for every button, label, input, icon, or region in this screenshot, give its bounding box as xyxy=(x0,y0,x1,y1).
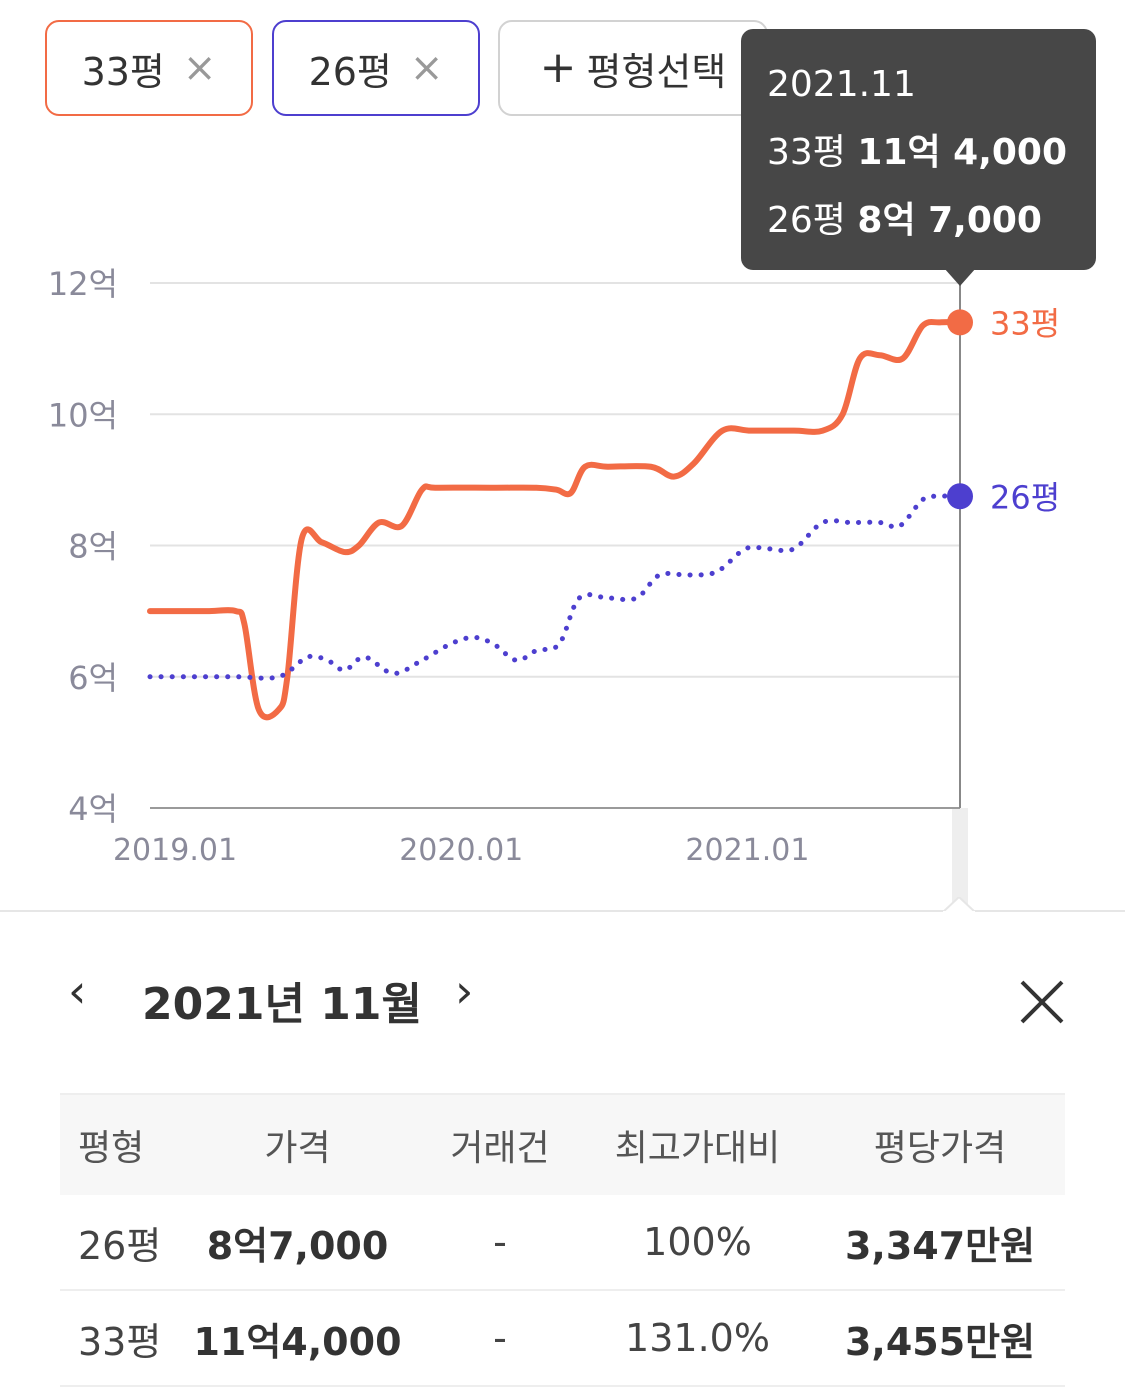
chevron-left-icon[interactable]: ‹ xyxy=(68,964,87,1018)
header-size: 평형 xyxy=(78,1128,145,1169)
tooltip-pointer xyxy=(944,268,976,286)
series-endpoint xyxy=(947,483,973,510)
add-size-button[interactable]: + 평형선택 xyxy=(498,20,768,116)
close-icon[interactable] xyxy=(1016,976,1068,1028)
x-tick-label: 2019.01 xyxy=(113,833,237,868)
filter-chip-label: 33평 xyxy=(81,49,165,94)
tooltip-row-26: 26평 8억 7,000 xyxy=(767,193,1096,261)
cell-deals: - xyxy=(493,1220,507,1264)
section-divider xyxy=(0,910,1125,912)
chart-tooltip: 2021.11 33평 11억 4,000 26평 8억 7,000 xyxy=(741,29,1096,270)
divider-notch xyxy=(943,897,975,913)
cell-per-pyeong: 3,455만원 xyxy=(844,1319,1036,1364)
price-chart[interactable]: 12억 10억 8억 6억 4억 2019.01 2020.01 2021.01 33평 26평 xyxy=(0,240,1125,910)
add-size-label: 평형선택 xyxy=(586,49,727,94)
cell-vs-max: 131.0% xyxy=(625,1316,770,1360)
header-vs-max: 최고가대비 xyxy=(614,1128,781,1169)
series-end-label: 33평 xyxy=(990,304,1060,342)
series-line-26평 xyxy=(147,493,963,681)
close-icon[interactable]: × xyxy=(409,45,444,91)
price-table: 평형 가격 거래건 최고가대비 평당가격 26평 8억7,000 - 100% … xyxy=(60,1093,1065,1387)
y-tick-label: 8억 xyxy=(68,528,118,566)
tooltip-value: 11억 4,000 xyxy=(857,132,1068,173)
month-navigation: ‹ 2021년 11월 › xyxy=(0,960,1125,1050)
table-row: 33평 11억4,000 - 131.0% 3,455만원 xyxy=(60,1291,1065,1387)
cell-size: 33평 xyxy=(78,1319,162,1364)
y-tick-label: 10억 xyxy=(48,396,118,434)
header-price: 가격 xyxy=(264,1128,331,1169)
series-end-label: 26평 xyxy=(990,478,1060,516)
header-per-pyeong: 평당가격 xyxy=(873,1128,1007,1169)
header-deals: 거래건 xyxy=(450,1128,550,1169)
tooltip-date: 2021.11 xyxy=(767,64,916,105)
x-tick-label: 2021.01 xyxy=(685,833,809,868)
table-row: 26평 8억7,000 - 100% 3,347만원 xyxy=(60,1195,1065,1291)
cell-price: 11억4,000 xyxy=(193,1319,402,1364)
plus-icon: + xyxy=(539,42,577,93)
cell-size: 26평 xyxy=(78,1223,162,1268)
y-tick-label: 12억 xyxy=(48,265,118,303)
close-icon[interactable]: × xyxy=(182,45,217,91)
filter-chip-26[interactable]: 26평 × xyxy=(272,20,480,116)
filter-chip-33[interactable]: 33평 × xyxy=(45,20,253,116)
month-title: 2021년 11월 xyxy=(142,979,422,1030)
tooltip-label: 26평 xyxy=(767,200,846,241)
tooltip-value: 8억 7,000 xyxy=(857,200,1042,241)
tooltip-label: 33평 xyxy=(767,132,846,173)
cell-price: 8억7,000 xyxy=(206,1223,389,1268)
table-header: 평형 가격 거래건 최고가대비 평당가격 xyxy=(60,1093,1065,1195)
series-line-33평 xyxy=(147,318,963,721)
filter-chip-label: 26평 xyxy=(308,49,392,94)
cell-deals: - xyxy=(493,1316,507,1360)
chevron-right-icon[interactable]: › xyxy=(455,964,474,1018)
cell-per-pyeong: 3,347만원 xyxy=(844,1223,1036,1268)
x-tick-label: 2020.01 xyxy=(399,833,523,868)
tooltip-row-33: 33평 11억 4,000 xyxy=(767,125,1096,193)
series-endpoint xyxy=(947,309,973,336)
selection-band xyxy=(952,808,968,910)
y-tick-label: 6억 xyxy=(68,659,118,697)
cell-vs-max: 100% xyxy=(643,1220,752,1264)
y-tick-label: 4억 xyxy=(68,790,118,828)
